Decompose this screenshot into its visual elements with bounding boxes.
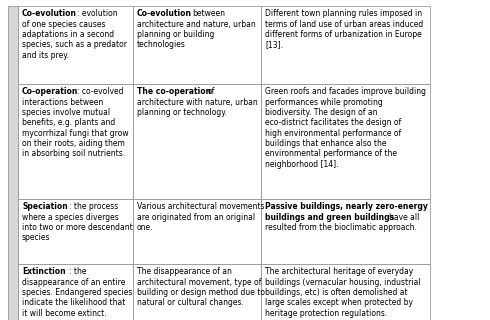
Text: performances while promoting: performances while promoting [266, 98, 383, 107]
Text: building or design method due to: building or design method due to [137, 288, 265, 297]
Text: eco-district facilitates the design of: eco-district facilitates the design of [266, 118, 402, 127]
Text: The architectural heritage of everyday: The architectural heritage of everyday [266, 268, 414, 276]
Bar [18, 84, 133, 199]
Text: [13].: [13]. [266, 40, 283, 49]
Bar [18, 264, 133, 320]
Text: planning or technology.: planning or technology. [137, 108, 227, 117]
Text: adaptations in a second: adaptations in a second [22, 30, 114, 39]
Text: buildings that enhance also the: buildings that enhance also the [266, 139, 387, 148]
Text: species. Endangered species: species. Endangered species [22, 288, 132, 297]
Text: disappearance of an entire: disappearance of an entire [22, 278, 125, 287]
Text: : the process: : the process [69, 203, 118, 212]
Text: terms of land use of urban areas induced: terms of land use of urban areas induced [266, 20, 424, 29]
Text: heritage protection regulations.: heritage protection regulations. [266, 309, 388, 318]
Text: environmental performance of the: environmental performance of the [266, 149, 397, 158]
Text: : the: : the [69, 268, 86, 276]
Text: technologies: technologies [137, 40, 186, 49]
Text: one.: one. [137, 223, 153, 232]
Text: in absorbing soil nutrients.: in absorbing soil nutrients. [22, 149, 125, 158]
Text: Co-operation: Co-operation [22, 87, 78, 97]
Text: resulted from the bioclimatic approach.: resulted from the bioclimatic approach. [266, 223, 417, 232]
Bar [133, 264, 261, 320]
Text: benefits, e.g. plants and: benefits, e.g. plants and [22, 118, 115, 127]
Text: neighborhood [14].: neighborhood [14]. [266, 160, 339, 169]
Bar [261, 264, 430, 320]
Bar [18, 6, 133, 84]
Bar [18, 199, 133, 264]
Text: Extinction: Extinction [22, 268, 66, 276]
Text: The co-operation: The co-operation [137, 87, 211, 97]
Text: of: of [208, 87, 215, 97]
Text: buildings, etc) is often demolished at: buildings, etc) is often demolished at [266, 288, 408, 297]
Text: Speciation: Speciation [22, 203, 68, 212]
Text: species: species [22, 233, 50, 243]
Text: architecture with nature, urban: architecture with nature, urban [137, 98, 257, 107]
Text: it will become extinct.: it will become extinct. [22, 309, 107, 318]
Text: into two or more descendant: into two or more descendant [22, 223, 133, 232]
Text: biodiversity. The design of an: biodiversity. The design of an [266, 108, 378, 117]
Text: interactions between: interactions between [22, 98, 103, 107]
Bar [133, 199, 261, 264]
Text: Passive buildings, nearly zero-energy: Passive buildings, nearly zero-energy [266, 203, 428, 212]
Text: where a species diverges: where a species diverges [22, 213, 119, 222]
Text: natural or cultural changes.: natural or cultural changes. [137, 299, 244, 308]
Text: have all: have all [390, 213, 420, 222]
Bar [133, 6, 261, 84]
Text: Co-evolution: Co-evolution [22, 10, 77, 19]
Text: different forms of urbanization in Europe: different forms of urbanization in Europ… [266, 30, 422, 39]
Bar [261, 199, 430, 264]
Bar [133, 84, 261, 199]
Text: The disappearance of an: The disappearance of an [137, 268, 232, 276]
Text: are originated from an original: are originated from an original [137, 213, 255, 222]
Text: Green roofs and facades improve building: Green roofs and facades improve building [266, 87, 426, 97]
Bar [261, 6, 430, 84]
Text: indicate the likelihood that: indicate the likelihood that [22, 299, 125, 308]
Text: architectural movement, type of: architectural movement, type of [137, 278, 261, 287]
Text: Co-evolution: Co-evolution [137, 10, 192, 19]
Text: between: between [192, 10, 225, 19]
Text: high environmental performance of: high environmental performance of [266, 129, 402, 138]
Text: Various architectural movements: Various architectural movements [137, 203, 264, 212]
Text: of one species causes: of one species causes [22, 20, 105, 29]
Text: Different town planning rules imposed in: Different town planning rules imposed in [266, 10, 422, 19]
Text: large scales except when protected by: large scales except when protected by [266, 299, 414, 308]
Text: and its prey.: and its prey. [22, 51, 69, 60]
Text: : evolution: : evolution [77, 10, 118, 19]
Bar [8, 6, 18, 320]
Text: : co-evolved: : co-evolved [77, 87, 124, 97]
Bar [261, 84, 430, 199]
Text: on their roots, aiding them: on their roots, aiding them [22, 139, 125, 148]
Text: mycorrhizal fungi that grow: mycorrhizal fungi that grow [22, 129, 128, 138]
Text: architecture and nature, urban: architecture and nature, urban [137, 20, 255, 29]
Text: buildings and green buildings: buildings and green buildings [266, 213, 394, 222]
Text: species, such as a predator: species, such as a predator [22, 40, 127, 49]
Text: buildings (vernacular housing, industrial: buildings (vernacular housing, industria… [266, 278, 421, 287]
Text: species involve mutual: species involve mutual [22, 108, 110, 117]
Text: planning or building: planning or building [137, 30, 214, 39]
